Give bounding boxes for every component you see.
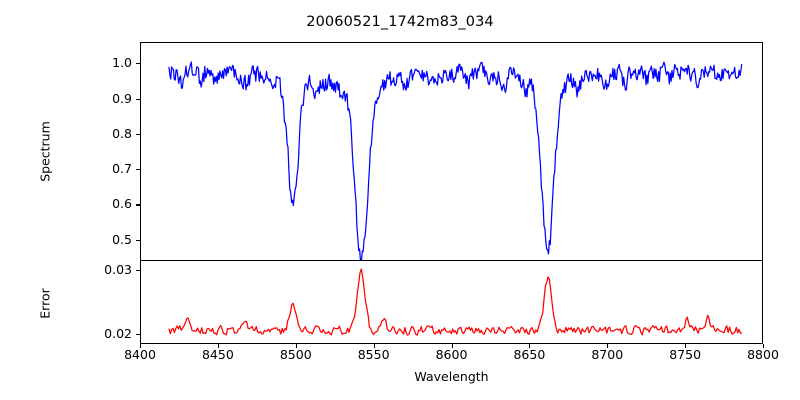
error-plot-area bbox=[168, 268, 743, 336]
x-tick-mark bbox=[373, 344, 375, 348]
y-tick-label-error: 0.02 bbox=[104, 326, 132, 342]
x-tick-mark bbox=[607, 344, 609, 348]
y-axis-label-spectrum: Spectrum bbox=[37, 121, 53, 182]
x-tick-label: 8550 bbox=[357, 347, 390, 362]
y-tick-label-spectrum: 0.7 bbox=[112, 161, 132, 177]
y-tick-mark-spectrum bbox=[136, 204, 140, 206]
spectrum-panel bbox=[140, 42, 763, 261]
x-tick-label: 8450 bbox=[201, 347, 234, 362]
x-tick-mark bbox=[685, 344, 687, 348]
x-tick-mark bbox=[529, 344, 531, 348]
y-tick-mark-spectrum bbox=[136, 63, 140, 65]
y-tick-label-error: 0.03 bbox=[104, 261, 132, 277]
x-tick-mark bbox=[295, 344, 297, 348]
x-tick-label: 8650 bbox=[513, 347, 546, 362]
error-panel bbox=[140, 260, 763, 344]
x-tick-mark bbox=[451, 344, 453, 348]
x-axis-label: Wavelength bbox=[414, 369, 489, 384]
y-tick-label-spectrum: 0.8 bbox=[112, 125, 132, 141]
x-tick-label: 8700 bbox=[591, 347, 624, 362]
x-tick-label: 8500 bbox=[279, 347, 312, 362]
spectrum-line bbox=[168, 61, 743, 260]
y-tick-mark-error bbox=[136, 269, 140, 271]
x-tick-label: 8400 bbox=[124, 347, 156, 362]
y-tick-mark-spectrum bbox=[136, 239, 140, 241]
x-tick-label: 8750 bbox=[669, 347, 702, 362]
y-tick-label-spectrum: 0.5 bbox=[112, 231, 132, 247]
error-line bbox=[168, 268, 743, 336]
x-tick-mark bbox=[217, 344, 219, 348]
y-axis-label-error: Error bbox=[37, 288, 53, 319]
x-tick-label: 8800 bbox=[747, 347, 779, 362]
page-title: 20060521_1742m83_034 bbox=[306, 14, 494, 30]
y-tick-label-spectrum: 1.0 bbox=[112, 55, 132, 71]
y-tick-mark-spectrum bbox=[136, 169, 140, 171]
y-tick-mark-spectrum bbox=[136, 98, 140, 100]
y-tick-mark-spectrum bbox=[136, 133, 140, 135]
y-tick-label-spectrum: 0.6 bbox=[112, 196, 132, 212]
y-tick-label-spectrum: 0.9 bbox=[112, 90, 132, 106]
y-tick-mark-error bbox=[136, 334, 140, 336]
x-tick-mark bbox=[763, 344, 765, 348]
x-tick-label: 8600 bbox=[435, 347, 468, 362]
x-tick-mark bbox=[140, 344, 142, 348]
spectrum-plot-area bbox=[168, 61, 743, 260]
